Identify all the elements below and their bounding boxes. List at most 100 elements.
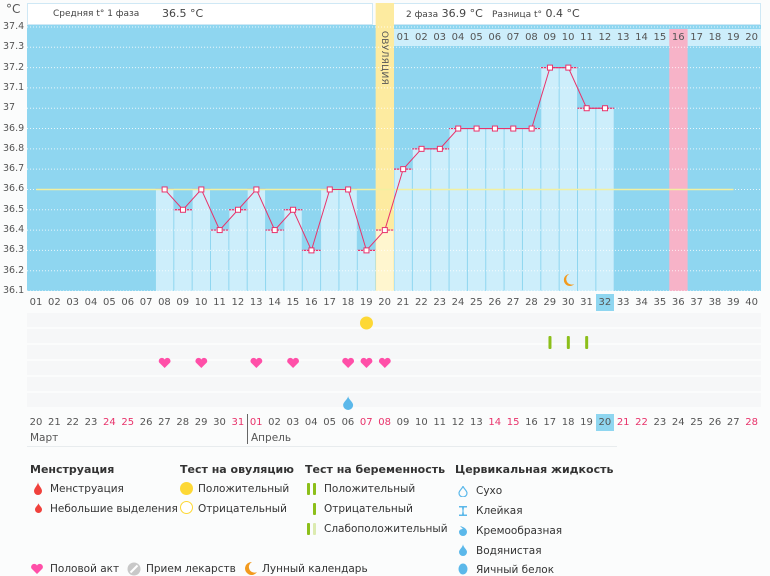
date-label: 30	[213, 417, 226, 428]
cycle-day-label: 19	[359, 297, 373, 308]
plot-background	[27, 3, 761, 291]
legend-moon: Лунный календарь	[262, 563, 368, 575]
phase1-label: Средняя t° 1 фаза	[53, 9, 140, 19]
legend-cervical-watery: Водянистая	[476, 545, 542, 557]
temperature-bar	[486, 128, 504, 291]
legend-pregnancy-faint: Слабоположительный	[324, 523, 448, 535]
cycle-day-label: 24	[451, 297, 465, 308]
temperature-bar	[155, 189, 174, 291]
date-label: 26	[139, 417, 153, 428]
month-divider	[247, 414, 248, 444]
cycle-day-label: 21	[396, 297, 410, 308]
cycle-day-label: 36	[671, 297, 685, 308]
date-label: 20	[595, 414, 614, 431]
date-label: 28	[745, 417, 758, 428]
dpo-label: 20	[745, 32, 758, 43]
date-label: 04	[304, 417, 318, 428]
temperature-point	[602, 105, 609, 112]
date-label: 10	[414, 417, 428, 428]
ovulation-positive-icon	[180, 482, 193, 495]
cycle-day-label: 13	[249, 297, 263, 308]
intercourse-heart-marker	[378, 357, 391, 368]
date-label: 18	[561, 417, 575, 428]
temperature-point	[510, 125, 517, 132]
date-label: 24	[103, 417, 116, 428]
cervical-dry-icon	[458, 485, 468, 497]
temperature-bar	[174, 209, 192, 291]
dpo-label: 11	[580, 32, 593, 43]
date-label: 21	[47, 417, 61, 428]
cycle-day-label: 10	[194, 297, 208, 308]
cycle-day-label: 16	[304, 297, 318, 308]
cervical-eggwhite-icon	[458, 563, 468, 575]
ovulation-column	[375, 3, 394, 291]
marker-row	[27, 361, 761, 375]
date-label: 12	[451, 417, 465, 428]
cervical-creamy-icon	[459, 526, 467, 536]
intercourse-heart-icon	[31, 563, 43, 574]
intercourse-heart-marker	[287, 357, 299, 368]
y-tick-label: 36.3	[3, 244, 25, 256]
y-tick-label: 37.3	[3, 41, 25, 53]
temperature-point	[381, 227, 388, 234]
temperature-bar	[247, 189, 266, 291]
date-label: 26	[708, 417, 722, 428]
dpo-label: 08	[525, 32, 538, 43]
dpo-label: 18	[708, 32, 722, 43]
date-label: 25	[690, 417, 703, 428]
cycle-day-label: 37	[690, 297, 703, 308]
date-label: 01	[249, 417, 263, 428]
temperature-point	[546, 64, 553, 71]
legend-pregnancy-negative: Отрицательный	[324, 503, 413, 515]
dpo-label: 03	[433, 32, 447, 43]
cycle-day-label: 18	[341, 297, 355, 308]
temperature-bar	[339, 189, 357, 291]
dpo-label: 16	[671, 32, 685, 43]
date-label: 08	[378, 417, 391, 428]
dpo-label: 01	[396, 32, 410, 43]
legend-menstruation-title: Менструация	[30, 463, 115, 476]
cycle-day-label: 35	[653, 297, 667, 308]
cycle-day-label: 38	[708, 297, 722, 308]
pregnancy-faint-icon-a	[307, 523, 310, 535]
legend-cervical-sticky: Клейкая	[476, 505, 523, 517]
pregnancy-negative-marker	[566, 336, 570, 349]
cycle-day-label: 05	[103, 297, 116, 308]
y-tick-label: 36.4	[3, 224, 25, 236]
cycle-day-label: 26	[488, 297, 502, 308]
dpo-label: 06	[488, 32, 502, 43]
diff-value: 0.4 °C	[545, 7, 580, 20]
temperature-bar	[467, 128, 486, 291]
dpo-label: 10	[561, 32, 575, 43]
cycle-day-label: 32	[595, 294, 614, 311]
temperature-point	[473, 125, 480, 132]
legend-pregnancy-title: Тест на беременность	[305, 463, 446, 476]
temperature-bar	[192, 189, 210, 291]
legend-pregnancy-positive: Положительный	[324, 483, 416, 495]
y-tick-label: 37.4	[3, 21, 25, 32]
temperature-point	[345, 186, 352, 193]
phase1-summary: Средняя t° 1 фаза 36.5 °C	[27, 3, 373, 25]
date-label: 05	[323, 417, 336, 428]
temperature-point	[418, 145, 425, 152]
month-april: Апрель	[251, 432, 292, 444]
cycle-day-label: 01	[29, 297, 43, 308]
cycle-day-label: 30	[561, 297, 575, 308]
cycle-day-label: 31	[580, 297, 593, 308]
temperature-bar	[284, 209, 302, 291]
dpo-label: 05	[470, 32, 483, 43]
cycle-day-label: 39	[726, 297, 740, 308]
ovulation-positive-marker	[359, 316, 373, 330]
pregnancy-negative-marker	[585, 336, 589, 349]
menstruation-drop-icon	[34, 482, 42, 495]
cycle-day-label: 11	[213, 297, 226, 308]
phase2-label: 2 фаза	[406, 10, 439, 20]
y-tick-label: 36.1	[3, 285, 25, 296]
date-label: 27	[726, 417, 740, 428]
temperature-point	[326, 186, 333, 193]
y-tick-label: 36.6	[3, 183, 25, 195]
intercourse-heart-marker	[158, 357, 171, 368]
cycle-day-label: 09	[176, 297, 190, 308]
pregnancy-negative-marker	[548, 336, 552, 349]
month-march: Март	[30, 432, 59, 444]
